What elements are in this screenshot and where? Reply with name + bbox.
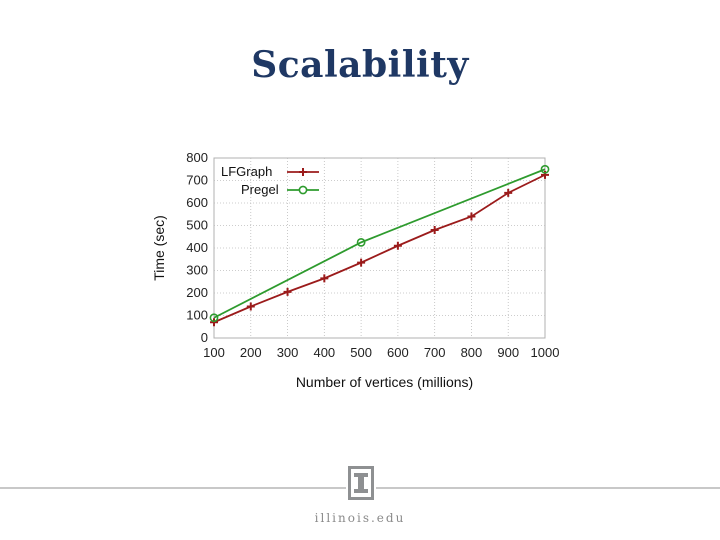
x-tick-label: 600 <box>387 345 409 360</box>
data-point-lfgraph <box>430 226 439 234</box>
data-point-lfgraph <box>393 241 402 250</box>
y-tick-label: 100 <box>186 308 208 323</box>
series-line-lfgraph <box>213 174 546 324</box>
x-tick-label: 1000 <box>531 345 560 360</box>
y-tick-label: 200 <box>186 285 208 300</box>
footer-url: illinois.edu <box>314 511 406 525</box>
y-tick-label: 600 <box>186 195 208 210</box>
data-point-lfgraph <box>504 188 513 197</box>
data-point-pregel <box>356 237 366 247</box>
data-point-lfgraph <box>467 212 476 221</box>
line-chart: 100 200 300 400 500 600 700 800 900 1000010020030… <box>151 150 560 390</box>
legend-marker-lfgraph <box>299 168 307 176</box>
x-tick-label: 800 <box>461 345 483 360</box>
x-axis-label: Number of vertices (millions) <box>296 374 473 390</box>
x-tick-label: 900 <box>497 345 519 360</box>
x-tick-label: 400 <box>313 345 335 360</box>
data-point-lfgraph <box>357 258 366 267</box>
slide-title: Scalability <box>251 44 469 86</box>
y-tick-label: 0 <box>201 330 208 345</box>
university-logo-icon <box>346 466 376 502</box>
x-tick-label: 700 <box>424 345 446 360</box>
x-tick-label: 200 <box>240 345 262 360</box>
x-tick-label: 300 <box>277 345 299 360</box>
data-point-lfgraph <box>320 274 329 283</box>
x-tick-label: 100 <box>203 345 225 360</box>
legend-marker-pregel <box>298 185 308 195</box>
x-tick-label: 500 <box>350 345 372 360</box>
y-tick-label: 700 <box>186 173 208 188</box>
y-tick-label: 400 <box>186 240 208 255</box>
legend-label-lfgraph: LFGraph <box>221 164 272 179</box>
data-point-lfgraph <box>210 318 218 327</box>
y-tick-label: 500 <box>186 218 208 233</box>
data-point-pregel <box>209 313 219 323</box>
data-point-lfgraph <box>283 287 292 296</box>
data-point-lfgraph <box>246 302 255 311</box>
legend-label-pregel: Pregel <box>241 182 279 197</box>
data-point-pregel <box>540 164 550 174</box>
y-axis-label: Time (sec) <box>151 215 167 281</box>
series-line-pregel <box>213 168 546 319</box>
y-tick-label: 300 <box>186 263 208 278</box>
y-tick-label: 800 <box>186 150 208 165</box>
